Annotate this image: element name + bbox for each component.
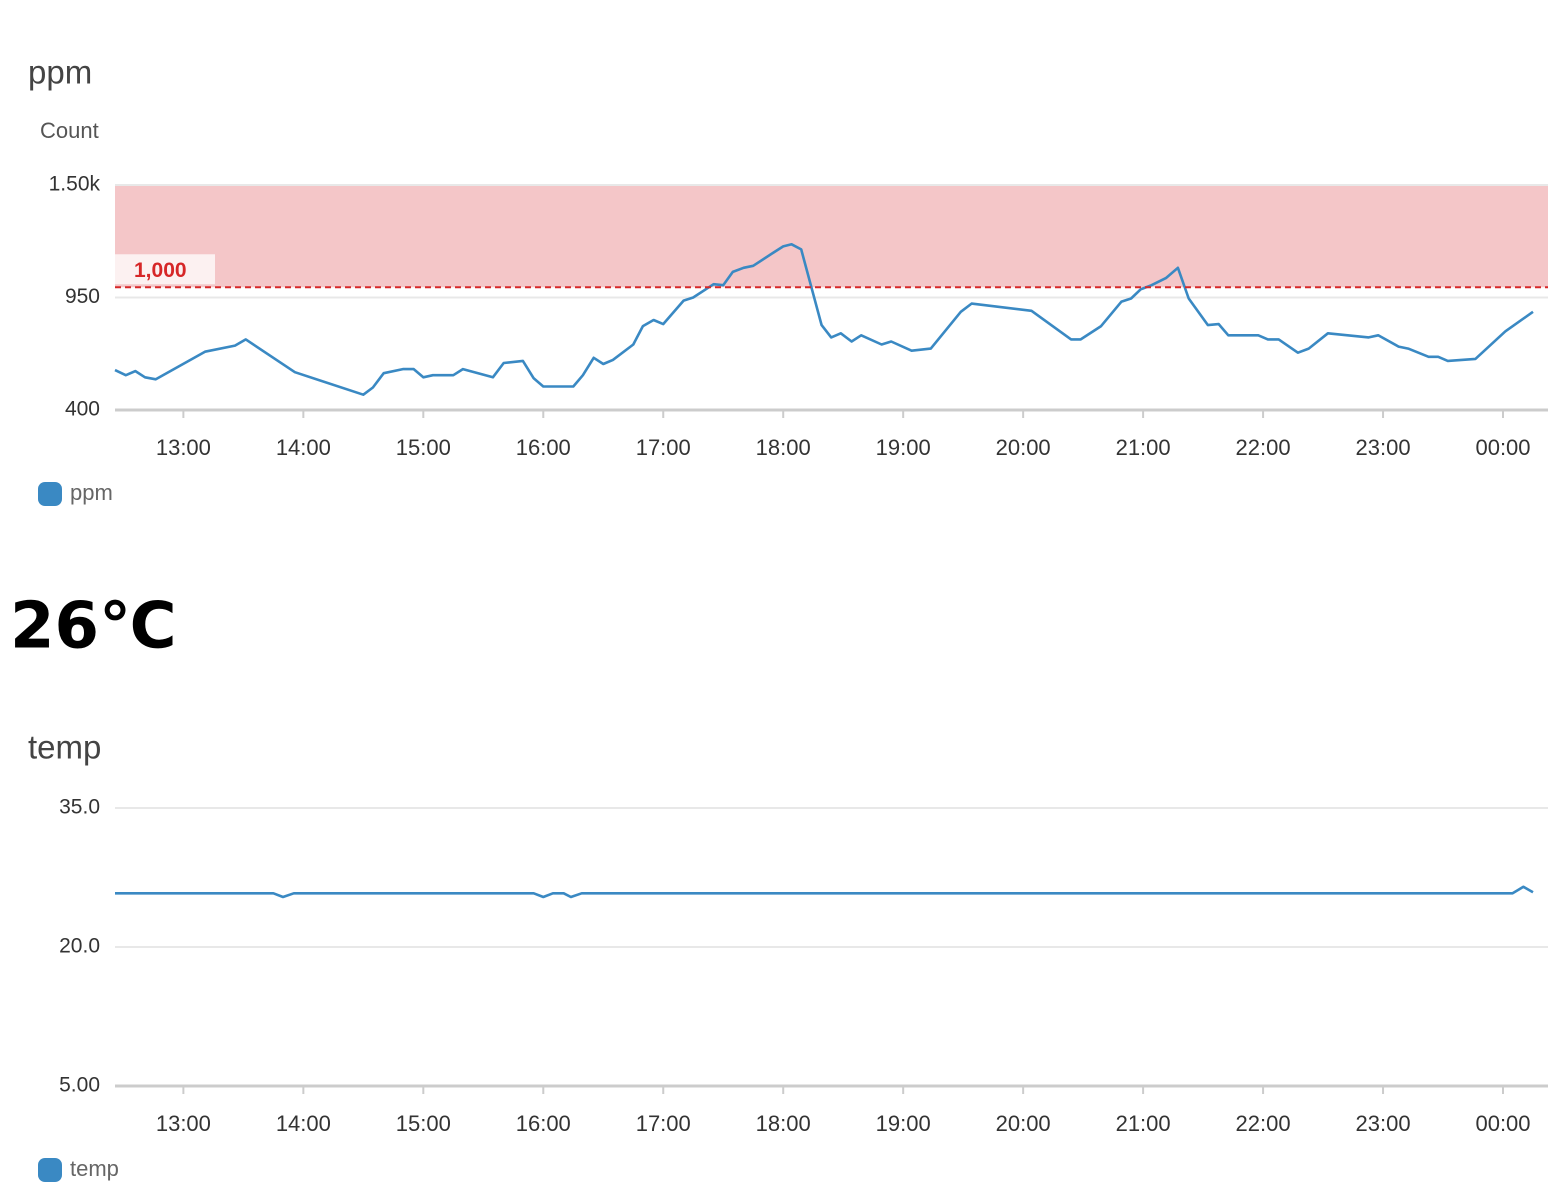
x-tick-label: 23:00 — [1356, 1111, 1411, 1136]
chart-title: temp — [28, 729, 101, 766]
x-tick-label: 19:00 — [876, 1111, 931, 1136]
legend-label: ppm — [70, 480, 113, 505]
x-tick-label: 14:00 — [276, 1111, 331, 1136]
threshold-band — [115, 185, 1548, 288]
y-axis-label: Count — [40, 118, 99, 143]
legend-swatch — [38, 1158, 62, 1182]
x-tick-label: 20:00 — [996, 435, 1051, 460]
x-tick-label: 00:00 — [1475, 1111, 1530, 1136]
x-tick-label: 15:00 — [396, 435, 451, 460]
x-tick-label: 16:00 — [516, 435, 571, 460]
y-tick-label: 1.50k — [49, 173, 101, 196]
chart-title: ppm — [28, 54, 92, 91]
x-tick-label: 20:00 — [996, 1111, 1051, 1136]
y-tick-label: 400 — [65, 398, 100, 421]
x-tick-label: 18:00 — [756, 1111, 811, 1136]
reading: 26℃ — [10, 590, 177, 664]
legend-label: temp — [70, 1156, 119, 1181]
y-tick-label: 5.00 — [59, 1074, 100, 1097]
x-tick-label: 23:00 — [1356, 435, 1411, 460]
x-tick-label: 21:00 — [1116, 1111, 1171, 1136]
series-line — [114, 243, 1534, 396]
y-tick-label: 20.0 — [59, 935, 100, 958]
x-tick-label: 22:00 — [1236, 435, 1291, 460]
x-tick-label: 19:00 — [876, 435, 931, 460]
series-line — [115, 885, 1534, 899]
x-tick-label: 00:00 — [1475, 435, 1530, 460]
threshold-label-box — [115, 254, 215, 285]
legend-swatch — [38, 482, 62, 506]
x-tick-label: 13:00 — [156, 435, 211, 460]
x-tick-label: 16:00 — [516, 1111, 571, 1136]
y-tick-label: 35.0 — [59, 796, 100, 819]
x-tick-label: 13:00 — [156, 1111, 211, 1136]
threshold-label: 1,000 — [134, 259, 187, 282]
x-tick-label: 14:00 — [276, 435, 331, 460]
x-tick-label: 17:00 — [636, 435, 691, 460]
x-tick-label: 17:00 — [636, 1111, 691, 1136]
x-tick-label: 18:00 — [756, 435, 811, 460]
y-tick-label: 950 — [65, 285, 100, 308]
x-tick-label: 15:00 — [396, 1111, 451, 1136]
x-tick-label: 21:00 — [1116, 435, 1171, 460]
x-tick-label: 22:00 — [1236, 1111, 1291, 1136]
